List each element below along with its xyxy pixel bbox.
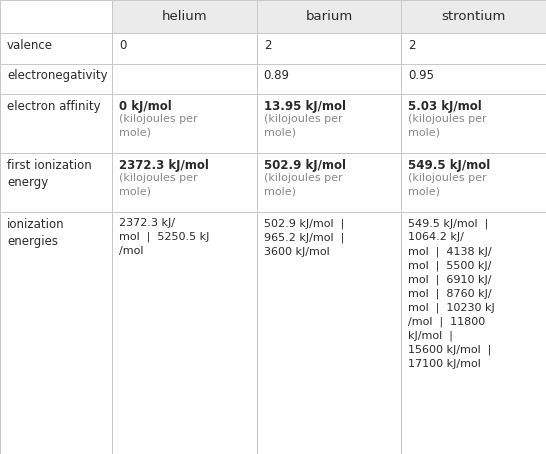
Text: (kilojoules per
mole): (kilojoules per mole) (119, 114, 198, 137)
Bar (401, 212, 546, 454)
Text: (kilojoules per
mole): (kilojoules per mole) (264, 173, 342, 196)
Text: 0.89: 0.89 (264, 69, 290, 83)
Bar (112, 212, 257, 454)
Text: electron affinity: electron affinity (7, 100, 100, 114)
Text: 2372.3 kJ/
mol  |  5250.5 kJ
/mol: 2372.3 kJ/ mol | 5250.5 kJ /mol (119, 218, 210, 256)
Text: barium: barium (305, 10, 353, 23)
Bar (257, 33, 401, 64)
Text: (kilojoules per
mole): (kilojoules per mole) (408, 114, 487, 137)
Text: 502.9 kJ/mol  |
965.2 kJ/mol  |
3600 kJ/mol: 502.9 kJ/mol | 965.2 kJ/mol | 3600 kJ/mo… (264, 218, 344, 257)
Bar (0, 64, 112, 94)
Bar (257, 153, 401, 212)
Text: valence: valence (7, 39, 53, 52)
Bar (257, 64, 401, 94)
Bar (112, 33, 257, 64)
Bar (112, 64, 257, 94)
Bar (112, 94, 257, 153)
Text: (kilojoules per
mole): (kilojoules per mole) (408, 173, 487, 196)
Bar (401, 64, 546, 94)
Text: helium: helium (162, 10, 207, 23)
Bar (401, 94, 546, 153)
Bar (401, 33, 546, 64)
Text: electronegativity: electronegativity (7, 69, 108, 83)
Text: 2372.3 kJ/mol: 2372.3 kJ/mol (119, 159, 209, 173)
Text: (kilojoules per
mole): (kilojoules per mole) (264, 114, 342, 137)
Bar (0, 33, 112, 64)
Text: 549.5 kJ/mol  |
1064.2 kJ/
mol  |  4138 kJ/
mol  |  5500 kJ/
mol  |  6910 kJ/
mo: 549.5 kJ/mol | 1064.2 kJ/ mol | 4138 kJ/… (408, 218, 495, 369)
Text: first ionization
energy: first ionization energy (7, 159, 92, 189)
Text: 502.9 kJ/mol: 502.9 kJ/mol (264, 159, 346, 173)
Text: strontium: strontium (442, 10, 506, 23)
Bar (257, 0, 401, 33)
Text: 5.03 kJ/mol: 5.03 kJ/mol (408, 100, 482, 114)
Bar (401, 0, 546, 33)
Bar (0, 94, 112, 153)
Bar (257, 94, 401, 153)
Text: 549.5 kJ/mol: 549.5 kJ/mol (408, 159, 491, 173)
Text: 13.95 kJ/mol: 13.95 kJ/mol (264, 100, 346, 114)
Bar (401, 153, 546, 212)
Bar (0, 0, 112, 33)
Bar (257, 212, 401, 454)
Text: 0.95: 0.95 (408, 69, 435, 83)
Text: ionization
energies: ionization energies (7, 218, 65, 248)
Text: 0: 0 (119, 39, 127, 52)
Bar (112, 0, 257, 33)
Bar (0, 153, 112, 212)
Bar (0, 212, 112, 454)
Text: 2: 2 (408, 39, 416, 52)
Text: 2: 2 (264, 39, 271, 52)
Text: 0 kJ/mol: 0 kJ/mol (119, 100, 172, 114)
Bar (112, 153, 257, 212)
Text: (kilojoules per
mole): (kilojoules per mole) (119, 173, 198, 196)
